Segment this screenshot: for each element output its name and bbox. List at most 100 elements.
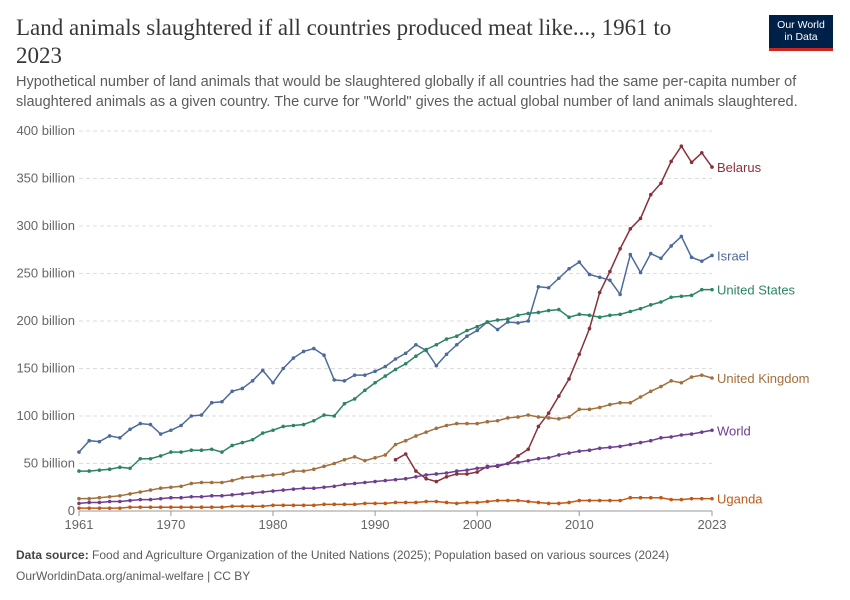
data-point-world bbox=[77, 501, 81, 506]
data-point-world bbox=[414, 475, 418, 479]
data-point-world bbox=[250, 491, 255, 495]
data-point-united-states bbox=[383, 374, 388, 378]
data-point-israel bbox=[567, 266, 571, 271]
data-point-united-states bbox=[526, 311, 531, 316]
data-point-world bbox=[444, 471, 449, 475]
data-point-israel bbox=[597, 275, 602, 280]
data-point-united-kingdom bbox=[281, 472, 285, 476]
data-point-belarus bbox=[454, 472, 459, 476]
data-point-world bbox=[158, 496, 163, 501]
data-point-uganda bbox=[424, 499, 428, 504]
data-point-world bbox=[587, 448, 592, 453]
data-point-uganda bbox=[587, 498, 592, 503]
data-point-israel bbox=[608, 278, 612, 282]
data-point-israel bbox=[189, 414, 194, 418]
data-point-united-kingdom bbox=[587, 407, 592, 412]
data-point-uganda bbox=[240, 504, 245, 509]
data-point-uganda bbox=[454, 501, 459, 506]
data-point-united-states bbox=[373, 380, 377, 385]
series-line-world bbox=[78, 429, 713, 505]
data-point-world bbox=[240, 492, 245, 496]
data-point-uganda bbox=[312, 503, 316, 508]
data-point-united-kingdom bbox=[454, 421, 459, 426]
data-point-israel bbox=[516, 321, 520, 325]
data-point-world bbox=[618, 444, 622, 449]
owid-logo[interactable]: Our World in Data bbox=[769, 15, 833, 51]
data-point-united-states bbox=[240, 440, 245, 445]
data-point-uganda bbox=[118, 506, 122, 510]
data-point-uganda bbox=[230, 504, 234, 509]
data-point-israel bbox=[138, 421, 143, 426]
data-point-united-kingdom bbox=[434, 426, 439, 431]
data-point-uganda bbox=[628, 495, 633, 500]
data-point-belarus bbox=[710, 165, 714, 169]
data-point-united-kingdom bbox=[322, 464, 326, 469]
data-point-uganda bbox=[536, 500, 541, 505]
data-point-israel bbox=[281, 366, 285, 371]
data-point-united-kingdom bbox=[240, 475, 245, 480]
data-point-united-kingdom bbox=[301, 469, 306, 473]
data-point-world bbox=[689, 432, 694, 436]
x-tick-label: 1990 bbox=[361, 517, 390, 532]
data-point-world bbox=[281, 488, 285, 492]
data-point-world bbox=[312, 486, 316, 491]
data-point-united-states bbox=[209, 447, 214, 452]
data-point-israel bbox=[546, 285, 551, 290]
y-tick-label: 0 bbox=[68, 503, 75, 518]
data-point-israel bbox=[148, 422, 153, 427]
data-point-world bbox=[148, 497, 153, 502]
data-point-belarus bbox=[648, 192, 653, 197]
y-tick-label: 350 billion bbox=[16, 171, 75, 186]
data-point-israel bbox=[301, 349, 306, 354]
data-point-world bbox=[199, 494, 204, 499]
data-point-united-states bbox=[118, 465, 122, 470]
data-point-world bbox=[454, 469, 459, 473]
data-point-belarus bbox=[597, 290, 602, 295]
data-point-united-states bbox=[87, 469, 92, 473]
data-point-united-states bbox=[444, 337, 449, 341]
data-point-israel bbox=[434, 363, 439, 368]
data-point-united-kingdom bbox=[393, 442, 398, 447]
data-point-united-states bbox=[546, 308, 551, 313]
data-point-world bbox=[597, 446, 602, 451]
data-point-united-states bbox=[189, 448, 194, 453]
data-point-world bbox=[546, 456, 551, 460]
series-label-israel: Israel bbox=[717, 248, 749, 263]
data-point-united-states bbox=[679, 294, 684, 299]
data-point-israel bbox=[107, 434, 112, 438]
data-point-united-kingdom bbox=[107, 494, 112, 499]
series-line-israel bbox=[78, 235, 713, 453]
data-point-israel bbox=[557, 276, 561, 281]
data-point-united-states bbox=[179, 450, 183, 454]
data-point-united-kingdom bbox=[209, 480, 214, 485]
data-point-united-states bbox=[648, 303, 653, 307]
data-point-belarus bbox=[669, 159, 673, 164]
data-point-united-states bbox=[271, 428, 275, 433]
data-point-united-kingdom bbox=[699, 373, 704, 377]
footer-url[interactable]: OurWorldinData.org/animal-welfare | CC B… bbox=[16, 569, 251, 583]
data-point-united-kingdom bbox=[332, 461, 337, 466]
data-point-israel bbox=[587, 272, 592, 277]
data-point-world bbox=[638, 440, 643, 445]
data-point-united-kingdom bbox=[465, 421, 469, 426]
data-point-israel bbox=[363, 373, 367, 377]
data-point-uganda bbox=[128, 505, 132, 510]
data-point-belarus bbox=[414, 469, 418, 473]
data-point-belarus bbox=[659, 181, 663, 186]
chart-title: Land animals slaughtered if all countrie… bbox=[16, 15, 672, 68]
data-point-uganda bbox=[97, 506, 102, 510]
data-point-israel bbox=[659, 256, 663, 261]
series-label-united-states: United States bbox=[717, 283, 796, 298]
data-point-united-kingdom bbox=[516, 415, 520, 419]
data-point-united-kingdom bbox=[597, 405, 602, 410]
data-point-united-states bbox=[281, 424, 285, 429]
data-point-united-kingdom bbox=[608, 402, 612, 407]
data-point-israel bbox=[271, 380, 275, 385]
y-tick-label: 200 billion bbox=[16, 313, 75, 328]
data-point-united-kingdom bbox=[220, 480, 224, 485]
data-point-united-states bbox=[107, 467, 112, 472]
data-point-united-states bbox=[506, 317, 510, 321]
data-point-world bbox=[526, 458, 531, 463]
data-point-belarus bbox=[628, 227, 633, 231]
data-point-united-kingdom bbox=[495, 418, 500, 423]
